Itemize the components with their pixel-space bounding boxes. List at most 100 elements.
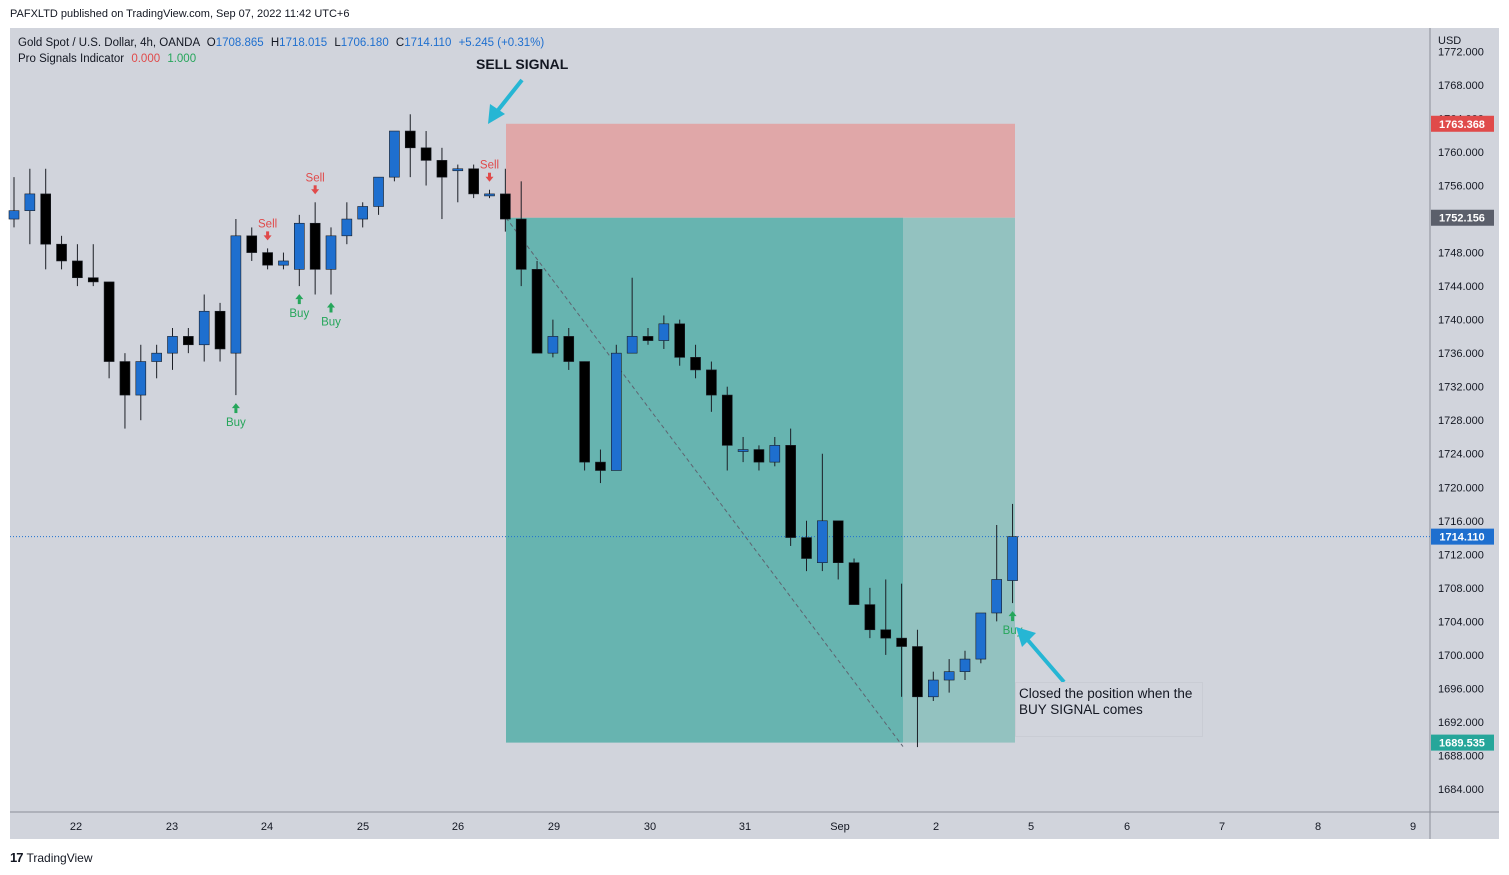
candle-body: [87, 277, 99, 283]
candle-body: [927, 679, 939, 698]
x-tick-label: 26: [452, 821, 464, 833]
publish-info: PAFXLTD published on TradingView.com, Se…: [10, 8, 350, 20]
x-tick-label: 30: [644, 821, 656, 833]
y-tick-label: 1684.000: [1438, 784, 1484, 796]
candle-body: [801, 537, 812, 559]
candle-body: [8, 210, 20, 220]
candle-body: [40, 193, 52, 245]
trade-path-line: [505, 217, 904, 747]
buy-signal-label: Buy: [321, 316, 341, 328]
price-tag: [1431, 734, 1494, 751]
candle-body: [642, 336, 654, 341]
candle-body: [198, 310, 210, 346]
x-tick-label: 6: [1124, 821, 1130, 833]
candle-body: [515, 218, 527, 270]
y-tick-label: 1688.000: [1438, 750, 1484, 762]
price-tag-label: 1689.535: [1439, 738, 1485, 750]
candle-body: [72, 260, 83, 279]
candle-body: [864, 604, 876, 631]
change-value: +5.245 (+0.31%): [458, 37, 545, 49]
sell-arrow-icon: [311, 189, 320, 195]
candle-body: [325, 235, 337, 270]
candle-body: [183, 336, 194, 346]
symbol-title: Gold Spot / U.S. Dollar, 4h, OANDA: [18, 37, 200, 49]
candle-body: [389, 130, 400, 178]
candle-body: [230, 235, 242, 354]
stop-loss-zone: [506, 123, 1015, 218]
buy-signal-label: Buy: [289, 308, 309, 320]
candle-body: [706, 369, 717, 396]
candle-body: [103, 281, 115, 362]
candle-body: [991, 579, 1003, 614]
time-scale[interactable]: [10, 812, 1430, 839]
symbol-row[interactable]: Gold Spot / U.S. Dollar, 4h, OANDA O1708…: [18, 35, 544, 51]
y-axis: USD 1684.000 1688.000 1692.000 1696.000 1700.…: [1438, 35, 1484, 796]
candle-body: [167, 336, 178, 354]
sell-arrow-icon: [263, 235, 272, 241]
tradingview-logo-icon: 17: [10, 850, 24, 865]
buy-callout-arrowhead-icon: [1016, 627, 1036, 647]
x-axis: 22 23 24 25 26 29 30 31 Sep 2 5 6 7 8 9: [70, 821, 1416, 833]
y-tick-label: 1692.000: [1438, 717, 1484, 729]
candle-body: [595, 461, 606, 471]
candle-body: [246, 235, 258, 253]
candle-body: [785, 445, 796, 538]
y-tick-label: 1736.000: [1438, 348, 1484, 360]
candle-body: [278, 260, 289, 266]
candle-body: [547, 336, 559, 354]
candle-body: [484, 193, 495, 197]
x-tick-label: 8: [1315, 821, 1321, 833]
buy-arrow-stem: [297, 299, 301, 305]
y-tick-label: 1732.000: [1438, 382, 1484, 394]
y-tick-label: 1772.000: [1438, 46, 1484, 58]
candle-body: [404, 130, 416, 149]
sell-signal-annotation: SELL SIGNAL: [476, 56, 569, 72]
candle-body: [610, 352, 622, 471]
x-tick-label: 31: [739, 821, 751, 833]
candle-body: [151, 352, 162, 362]
buy-arrow-icon: [231, 403, 240, 409]
price-tag: [1431, 209, 1494, 226]
candle-body: [658, 323, 670, 341]
sell-callout-arrowhead-icon: [488, 104, 505, 124]
candle-body: [721, 394, 733, 446]
candle-body: [119, 361, 131, 396]
scale-corner: [1430, 812, 1499, 839]
candle-body: [563, 336, 575, 362]
y-tick-label: 1768.000: [1438, 80, 1484, 92]
y-tick-label: 1712.000: [1438, 549, 1484, 561]
footer-brand: 17 TradingView: [10, 850, 93, 865]
position-zones: [10, 123, 1430, 747]
x-tick-label: 7: [1219, 821, 1225, 833]
chart-legend: Gold Spot / U.S. Dollar, 4h, OANDA O1708…: [18, 35, 544, 67]
indicator-title: Pro Signals Indicator: [18, 53, 125, 65]
candle-body: [468, 168, 479, 195]
y-tick-label: 1716.000: [1438, 516, 1484, 528]
indicator-row[interactable]: Pro Signals Indicator 0.000 1.000: [18, 51, 544, 67]
x-tick-label: 2: [933, 821, 939, 833]
buy-arrow-stem: [1011, 616, 1015, 622]
sell-arrow-stem: [266, 231, 270, 237]
indicator-value-1: 0.000: [131, 53, 161, 65]
y-tick-label: 1704.000: [1438, 616, 1484, 628]
currency-label: USD: [1438, 35, 1461, 47]
y-tick-label: 1696.000: [1438, 683, 1484, 695]
sell-signal-label: Sell: [480, 160, 499, 172]
buy-arrow-icon: [1008, 611, 1017, 617]
y-tick-label: 1724.000: [1438, 449, 1484, 461]
x-tick-label: Sep: [830, 821, 850, 833]
candle-body: [293, 222, 305, 270]
close-value: C1714.110: [395, 37, 452, 49]
x-tick-label: 29: [548, 821, 560, 833]
price-scale[interactable]: [1430, 28, 1499, 812]
y-tick-label: 1756.000: [1438, 181, 1484, 193]
candle-body: [674, 323, 686, 358]
buy-arrow-icon: [327, 302, 335, 308]
candle-body: [452, 168, 464, 172]
candle-body: [690, 357, 701, 371]
candle-body: [1007, 536, 1018, 581]
candle-body: [737, 449, 749, 452]
y-tick-label: 1720.000: [1438, 482, 1484, 494]
